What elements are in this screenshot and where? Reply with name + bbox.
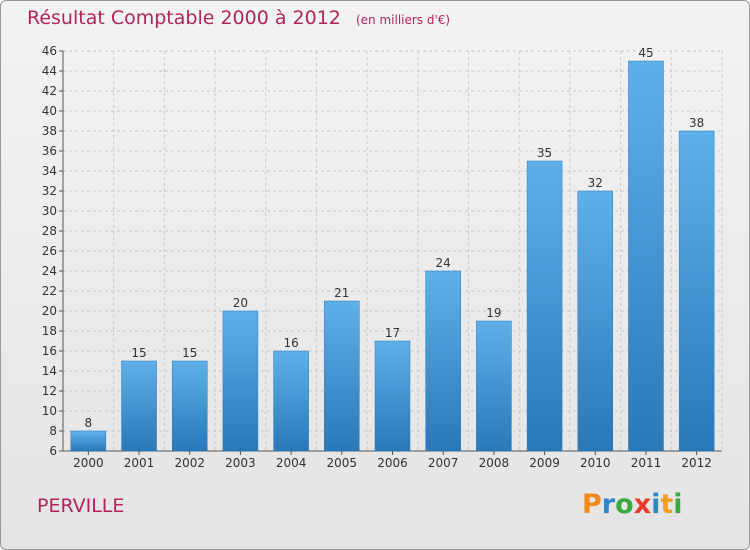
x-tick-label: 2001 <box>124 456 155 470</box>
y-tick-label: 34 <box>42 164 57 178</box>
y-tick-label: 6 <box>49 444 57 458</box>
bar <box>171 360 208 452</box>
bar <box>70 430 107 452</box>
commune-name: PERVILLE <box>37 495 125 517</box>
data-label: 16 <box>283 336 298 350</box>
bar <box>121 360 157 452</box>
x-tick-label: 2002 <box>174 456 205 470</box>
y-tick-label: 12 <box>42 384 57 398</box>
logo-letter: r <box>601 489 616 520</box>
chart-title-text: Résultat Comptable 2000 à 2012 <box>27 7 341 29</box>
bar <box>425 270 461 452</box>
data-label: 32 <box>588 176 603 190</box>
y-tick-label: 30 <box>42 204 57 218</box>
chart-title: Résultat Comptable 2000 à 2012 (en milli… <box>27 7 450 29</box>
y-tick-label: 28 <box>42 224 57 238</box>
y-tick-label: 14 <box>42 364 57 378</box>
bar <box>628 60 664 452</box>
bars <box>70 60 715 452</box>
data-label: 45 <box>638 46 653 60</box>
y-tick-label: 32 <box>42 184 57 198</box>
logo-letter: P <box>582 489 602 520</box>
y-tick-label: 22 <box>42 284 57 298</box>
y-tick-label: 36 <box>42 144 57 158</box>
bar <box>476 320 512 452</box>
bar <box>324 300 360 452</box>
x-tick-label: 2010 <box>580 456 611 470</box>
y-tick-label: 18 <box>42 324 57 338</box>
data-label: 17 <box>385 326 400 340</box>
x-tick-label: 2003 <box>225 456 256 470</box>
bar <box>374 340 411 452</box>
x-tick-label: 2006 <box>377 456 408 470</box>
x-tick-label: 2011 <box>631 456 662 470</box>
x-tick-label: 2008 <box>479 456 510 470</box>
bar <box>577 190 614 452</box>
bar <box>678 130 715 452</box>
logo-letter: i <box>651 489 661 520</box>
data-label: 21 <box>334 286 349 300</box>
x-tick-label: 2000 <box>73 456 104 470</box>
y-tick-label: 8 <box>49 424 57 438</box>
x-tick-label: 2005 <box>327 456 358 470</box>
logo-letter: i <box>673 489 683 520</box>
y-tick-label: 24 <box>42 264 57 278</box>
data-label: 15 <box>131 346 146 360</box>
y-tick-label: 44 <box>42 64 57 78</box>
y-tick-label: 16 <box>42 344 57 358</box>
data-label: 8 <box>85 416 93 430</box>
data-label: 38 <box>689 116 704 130</box>
y-tick-label: 40 <box>42 104 57 118</box>
data-label: 24 <box>436 256 451 270</box>
y-tick-label: 20 <box>42 304 57 318</box>
x-tick-label: 2009 <box>529 456 560 470</box>
chart-unit: (en milliers d'€) <box>355 13 451 27</box>
bar <box>273 350 309 452</box>
bar <box>526 160 563 452</box>
data-label: 35 <box>537 146 552 160</box>
x-tick-label: 2012 <box>681 456 712 470</box>
x-tick-label: 2004 <box>276 456 307 470</box>
data-label: 15 <box>182 346 197 360</box>
y-tick-label: 10 <box>42 404 57 418</box>
data-label: 20 <box>233 296 248 310</box>
logo-letter: x <box>633 489 652 520</box>
logo-letter: o <box>615 489 634 520</box>
y-tick-label: 26 <box>42 244 57 258</box>
y-tick-label: 42 <box>42 84 57 98</box>
bar <box>222 310 259 452</box>
y-tick-label: 38 <box>42 124 57 138</box>
logo-letter: t <box>660 489 674 520</box>
labels: 8 2000 15 2001 15 2002 20 2003 16 2004 21 2005 17 200… <box>73 46 712 470</box>
y-tick-label: 46 <box>42 44 57 58</box>
x-tick-label: 2007 <box>428 456 459 470</box>
data-label: 19 <box>486 306 501 320</box>
proxiti-logo[interactable]: Proxiti <box>582 489 683 520</box>
